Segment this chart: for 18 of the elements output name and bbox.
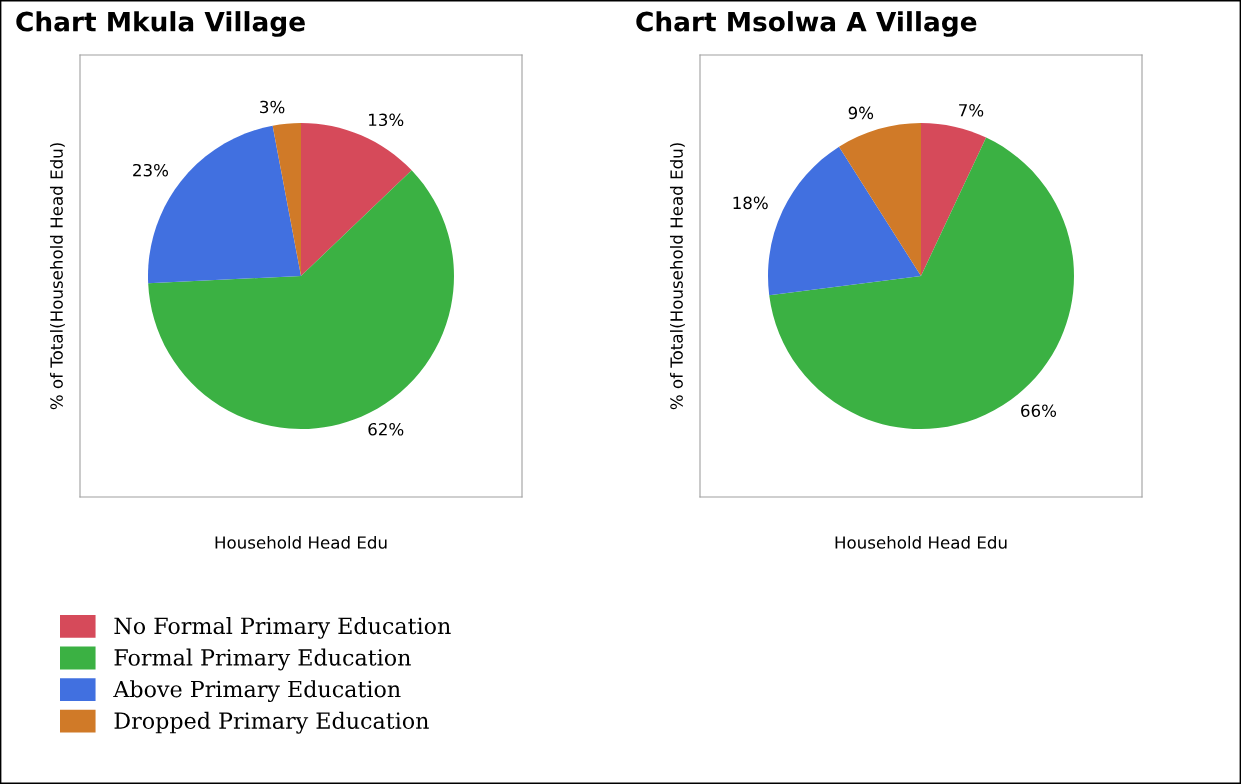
- chart-title: Chart Mkula Village: [16, 11, 305, 37]
- data-label: 3%: [260, 100, 285, 114]
- data-label: 7%: [959, 103, 984, 117]
- text: % of Total(Household Head Edu): [49, 143, 65, 410]
- data-label: 23%: [133, 163, 169, 177]
- text: % of Total(Household Head Edu): [669, 143, 685, 410]
- legend-label: Above Primary Education: [113, 680, 401, 703]
- data-label: 18%: [733, 196, 768, 210]
- text: Household Head Edu: [835, 535, 1007, 549]
- data-label: 62%: [368, 422, 404, 436]
- data-label: 9%: [848, 106, 874, 120]
- chart-title: Chart Msolwa A Village: [636, 11, 977, 37]
- legend-label: Dropped Primary Education: [114, 711, 429, 734]
- text: Household Head Edu: [215, 535, 387, 549]
- legend-label: No Formal Primary Education: [114, 617, 451, 639]
- data-label: 13%: [369, 113, 404, 127]
- data-label: 66%: [1021, 404, 1057, 417]
- legend-label: Formal Primary Education: [114, 648, 411, 671]
